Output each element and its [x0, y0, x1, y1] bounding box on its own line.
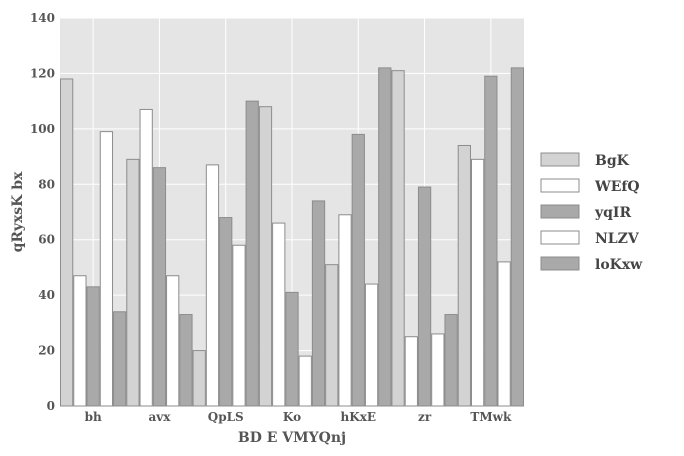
y-tick-label: 140 [30, 11, 55, 25]
bar-NLZV-hKxE [364, 283, 379, 407]
x-axis-ticks: bh avx QpLS Ko hKxE zr TMwk [85, 410, 512, 424]
bar-yqIR-TMwk [484, 75, 498, 407]
bar-loKxw-QpLS [245, 100, 259, 407]
y-tick-label: 0 [47, 399, 55, 413]
bar-yqIR-hKxE [351, 133, 365, 407]
y-tick-label: 20 [38, 344, 55, 358]
legend-label-loKxw: loKxw [595, 257, 643, 273]
bar-BgK-TMwk [457, 144, 471, 407]
bar-BgK-QpLS [192, 350, 206, 407]
bar-yqIR-zr [417, 186, 432, 407]
bar-BgK-avx [126, 158, 140, 407]
bar-BgK-Ko [258, 106, 273, 407]
bar-NLZV-bh [99, 131, 114, 407]
legend-label-WEfQ: WEfQ [594, 179, 640, 195]
x-tick-label: avx [148, 410, 171, 424]
x-tick-label: TMwk [470, 410, 512, 424]
x-tick-label: zr [418, 410, 432, 424]
bar-NLZV-Ko [298, 355, 312, 407]
y-tick-label: 80 [38, 177, 55, 191]
bar-WEfQ-bh [73, 275, 87, 407]
y-axis-ticks: 0 20 40 60 80 100 120 140 [30, 11, 55, 413]
legend-swatch-NLZV [540, 230, 580, 245]
bar-NLZV-zr [431, 333, 445, 407]
legend-label-BgK: BgK [595, 153, 630, 169]
bar-WEfQ-hKxE [338, 214, 352, 407]
bar-yqIR-QpLS [219, 217, 233, 407]
bar-WEfQ-avx [139, 108, 153, 407]
bar-loKxw-hKxE [378, 67, 392, 407]
bar-WEfQ-QpLS [205, 164, 220, 407]
bar-loKxw-TMwk [510, 67, 525, 407]
legend-swatch-yqIR [540, 204, 580, 219]
y-axis-title: qRyxsK bx [10, 171, 26, 252]
bar-WEfQ-Ko [272, 222, 286, 407]
bar-NLZV-QpLS [232, 244, 246, 407]
bar-loKxw-avx [179, 314, 193, 407]
y-tick-label: 100 [30, 122, 55, 136]
bars [60, 67, 525, 407]
bar-WEfQ-zr [404, 336, 418, 407]
bar-BgK-hKxE [325, 264, 339, 407]
x-tick-label: Ko [283, 410, 301, 424]
bar-loKxw-Ko [311, 200, 326, 407]
legend: BgK WEfQ yqIR NLZV loKxw [540, 152, 643, 273]
x-tick-label: hKxE [341, 410, 376, 424]
bar-yqIR-bh [86, 286, 100, 407]
bar-yqIR-avx [152, 167, 167, 407]
legend-swatch-BgK [540, 152, 580, 167]
bar-BgK-zr [391, 70, 405, 407]
y-tick-label: 40 [38, 288, 55, 302]
x-axis-title: BD E VMYQnj [238, 430, 346, 446]
x-tick-label: bh [85, 410, 102, 424]
legend-label-NLZV: NLZV [595, 231, 640, 247]
bar-yqIR-Ko [285, 291, 299, 407]
bar-NLZV-TMwk [497, 261, 511, 407]
legend-swatch-WEfQ [540, 178, 580, 193]
bar-loKxw-bh [113, 311, 127, 407]
y-tick-label: 120 [30, 66, 55, 80]
legend-swatch-loKxw [540, 256, 580, 271]
bar-loKxw-zr [444, 314, 458, 407]
bar-NLZV-avx [166, 275, 180, 407]
x-tick-label: QpLS [208, 410, 244, 424]
bar-BgK-bh [60, 78, 74, 407]
legend-label-yqIR: yqIR [594, 205, 631, 221]
bar-WEfQ-TMwk [470, 158, 485, 407]
y-tick-label: 60 [38, 233, 55, 247]
